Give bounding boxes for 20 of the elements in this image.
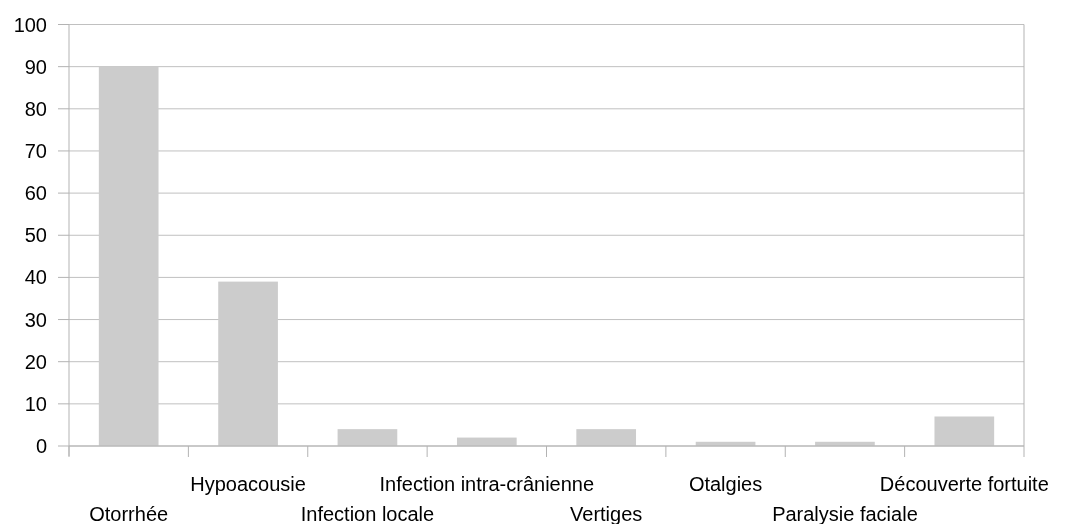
- x-tick-label: Otalgies: [688, 473, 763, 495]
- x-tick-label: Découverte fortuite: [879, 473, 1049, 495]
- bar: [934, 416, 995, 446]
- y-tick-label: 50: [24, 224, 47, 247]
- y-tick-label: 40: [24, 266, 47, 289]
- y-tick-label: 80: [24, 97, 47, 120]
- y-tick-label: 0: [35, 435, 47, 457]
- bar: [337, 429, 398, 446]
- bar: [576, 429, 637, 446]
- x-tick-label: Otorrhée: [89, 503, 169, 524]
- x-tick-label: Infection intra-crânienne: [379, 473, 595, 495]
- y-tick-label: 10: [24, 392, 47, 415]
- y-tick-label: 90: [24, 55, 47, 78]
- y-tick-label: 30: [24, 308, 47, 331]
- y-tick-label: 70: [24, 139, 47, 162]
- x-tick-label: Infection locale: [300, 503, 435, 524]
- y-tick-label: 20: [24, 350, 47, 373]
- y-tick-label: 100: [13, 13, 47, 36]
- x-tick-label: Hypoacousie: [190, 473, 306, 495]
- y-tick-label: 60: [24, 182, 47, 205]
